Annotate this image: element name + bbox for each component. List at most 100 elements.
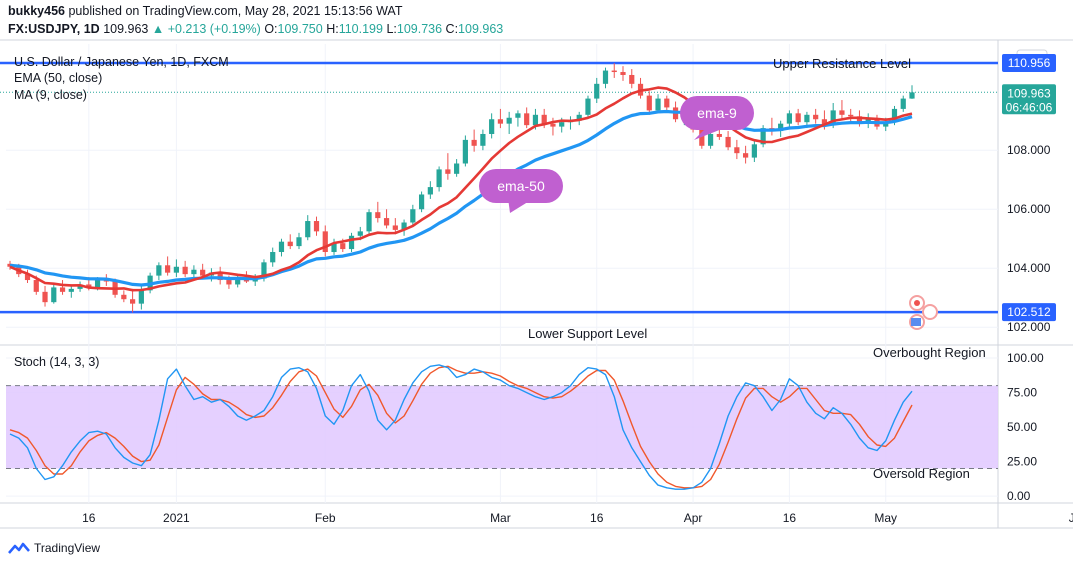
candle-body [331, 243, 337, 253]
candle-body [594, 83, 600, 99]
stoch-tick-label: 50.00 [1007, 420, 1037, 434]
time-tick-label: Apr [684, 511, 703, 525]
candle-body [287, 241, 293, 247]
time-tick-label: Jun [1069, 511, 1073, 525]
candle-body [33, 280, 39, 292]
high-value: 110.199 [338, 22, 383, 36]
candle-body [462, 139, 468, 164]
candle-body [585, 98, 591, 115]
callout-label: ema-50 [497, 178, 545, 194]
candle-body [524, 113, 530, 126]
candle-body [226, 280, 232, 285]
resistance-label: Upper Resistance Level [773, 56, 911, 71]
candle-body [156, 265, 162, 276]
candle-body [743, 153, 749, 158]
candle-body [191, 269, 197, 275]
candle-body [830, 110, 836, 126]
candle-body [760, 128, 766, 145]
candle-body [611, 70, 617, 73]
time-tick-label: 16 [783, 511, 797, 525]
candle-body [497, 119, 504, 124]
support-label: Lower Support Level [528, 326, 647, 341]
chart-title: U.S. Dollar / Japanese Yen, 1D, FXCM [14, 55, 229, 69]
candle-body [559, 122, 565, 127]
symbol-label: FX:USDJPY, 1D [8, 22, 100, 36]
axis-tag-box [1002, 84, 1056, 115]
candle-body [165, 265, 171, 273]
candle-body [270, 252, 276, 263]
candle-body [821, 119, 828, 126]
stoch-k-line [9, 364, 913, 490]
candle-body [375, 212, 381, 219]
resistance-price-tag: 110.956 [1002, 54, 1056, 73]
candle-body [313, 221, 320, 232]
stoch-tick-label: 0.00 [1007, 489, 1031, 503]
candle-body [24, 274, 31, 281]
low-value: 109.736 [396, 22, 443, 36]
ema-legend: EMA (50, close) [14, 71, 102, 85]
candle-body [883, 122, 889, 127]
close-value: 109.963 [458, 22, 504, 36]
candle-body [602, 70, 609, 84]
candle-body [795, 113, 801, 123]
candle-body [138, 290, 144, 304]
axis-tag-text: 102.512 [1007, 305, 1051, 319]
candle-body [296, 237, 302, 247]
candle-body [121, 294, 127, 300]
candle-body [541, 114, 547, 124]
callout-bubble [479, 169, 563, 203]
candle-body [86, 284, 92, 288]
events-icon-cluster[interactable] [909, 295, 938, 330]
footer-branding[interactable]: TradingView [8, 541, 100, 555]
ema-50-line [9, 109, 913, 287]
time-tick-label: 16 [82, 511, 96, 525]
candle-body [786, 113, 792, 124]
close-label: C: [445, 22, 459, 36]
candle-body [278, 241, 285, 253]
candle-body [436, 169, 442, 188]
candle-body [182, 266, 188, 275]
candle-body [646, 95, 652, 111]
candle-body [664, 98, 670, 108]
candle-body [909, 92, 915, 99]
candle-body [7, 263, 13, 267]
price-tick-label: 106.000 [1007, 202, 1051, 216]
stoch-legend: Stoch (14, 3, 3) [14, 355, 99, 369]
low-label: L: [386, 22, 397, 36]
event-icon-dot [914, 300, 920, 306]
open-label: O: [264, 22, 278, 36]
candle-body [900, 98, 906, 109]
footer-brand-label: TradingView [34, 541, 101, 555]
candle-body [856, 116, 863, 124]
candle-body [305, 221, 311, 238]
flag-icon [911, 318, 921, 326]
axis-tag-text: 110.956 [1008, 56, 1051, 70]
candle-body [427, 187, 433, 195]
stoch-tick-label: 75.00 [1007, 386, 1037, 400]
candle-body [173, 266, 179, 273]
price-change: ▲ +0.213 (+0.19%) [151, 22, 261, 36]
ema-9-callout: ema-9 [680, 96, 754, 140]
candle-body [383, 218, 390, 226]
callout-bubble [680, 96, 754, 130]
time-tick-label: May [874, 511, 897, 525]
candle-body [725, 136, 731, 148]
axis-tag-text: 06:46:06 [1006, 100, 1053, 114]
oversold-label: Oversold Region [873, 466, 970, 481]
candle-body [699, 129, 705, 146]
callout-tail [694, 128, 725, 140]
publisher-username[interactable]: bukky456 [8, 4, 65, 18]
axis-tag-text: 109.963 [1007, 86, 1051, 100]
ma-legend: MA (9, close) [14, 88, 87, 102]
candle-body [489, 119, 495, 134]
candle-body [401, 222, 407, 230]
candle-body [42, 291, 48, 303]
candle-body [655, 98, 661, 111]
callout-tail [508, 201, 530, 213]
candle-body [454, 163, 460, 174]
candle-body [340, 243, 346, 250]
symbol-info: FX:USDJPY, 1D 109.963 ▲ +0.213 (+0.19%) … [8, 22, 503, 36]
candle-body [103, 280, 109, 282]
